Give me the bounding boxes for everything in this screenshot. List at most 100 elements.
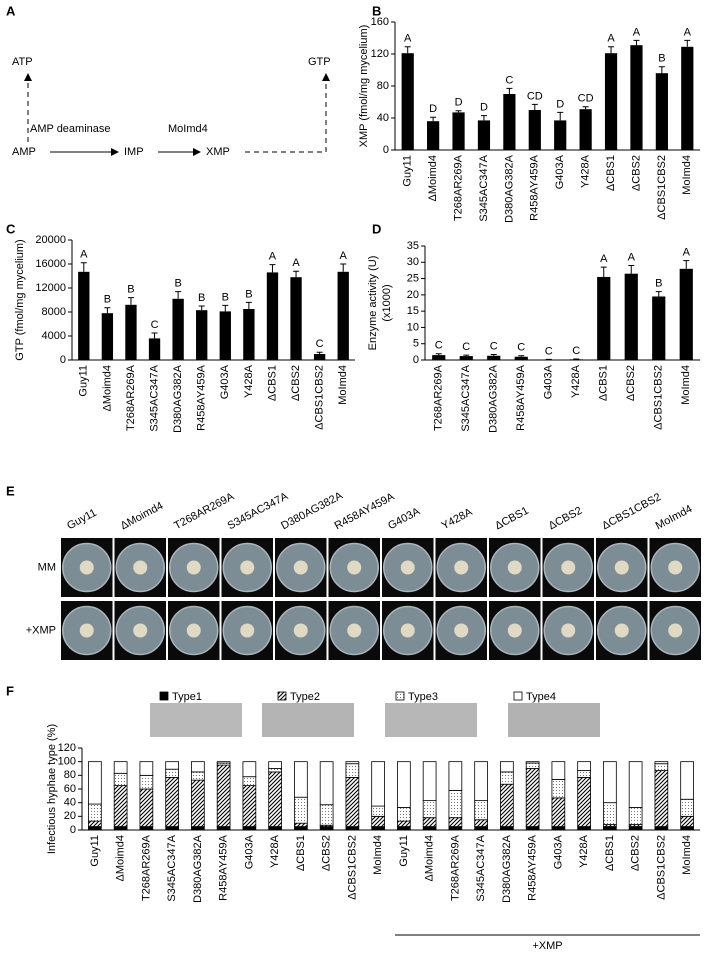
error-bar [104,307,111,314]
error-bar [151,332,158,339]
legend-label: Type2 [290,691,320,703]
error-bar [463,354,470,357]
x-tick-label: T268AR269A [452,154,464,221]
bar-segment [268,768,282,773]
y-tick-label: 0 [383,144,389,156]
bar-segment [448,817,463,827]
colony [240,623,255,638]
bar-segment [345,763,360,778]
bar-segment [268,761,282,769]
bar-segment [191,779,205,827]
colony [668,560,683,575]
bar-segment [319,826,334,831]
micrograph [262,703,354,737]
x-tick-label: MoImd4 [372,835,384,875]
error-bar [608,46,615,54]
x-tick-label: MoImd4 [337,365,349,405]
error-bar [582,106,589,110]
bar-segment [345,776,360,827]
bar-segment [191,761,205,773]
bar-segment [680,761,694,800]
legend-swatch [159,691,169,701]
significance-letter: D [429,103,437,115]
row-label: MM [38,561,56,573]
x-tick-label: ΔCBS1 [266,365,278,401]
legend-label: Type4 [526,691,556,703]
bar [219,311,231,360]
colony [293,560,308,575]
bar-segment [474,761,488,802]
significance-letter: C [435,340,443,352]
bar-segment [500,771,514,785]
significance-letter: B [222,291,229,303]
significance-letter: CD [578,93,594,105]
x-tick-label: Y428A [580,154,592,188]
significance-letter: C [151,319,159,331]
node: GTP [308,56,331,68]
x-tick-label: MoImd4 [681,835,693,875]
bar-segment [628,807,643,825]
bar-segment [113,785,128,827]
bar [243,309,255,360]
significance-letter: A [628,251,636,263]
colony [400,623,415,638]
bar-segment [319,761,334,806]
significance-letter: A [292,257,300,269]
bar-segment [371,826,385,831]
arrow [245,73,330,153]
group-label: +XMP [532,940,562,952]
x-tick-label: ΔCBS1CBS2 [656,155,668,220]
error-bar [490,353,497,356]
bar-segment [551,761,566,780]
bar-segment [242,785,257,827]
bar-segment [294,822,308,827]
colony [347,560,362,575]
y-tick-label: 0 [413,354,419,366]
significance-letter: C [572,345,580,357]
bar-segment [525,761,540,764]
x-tick-label: ΔCBS1CBS2 [655,835,667,900]
diagram: A ATP GTP AMP IMP XMP AMP deaminase MoIm… [6,3,331,157]
bar-segment [551,779,566,799]
bar-segment [680,815,694,827]
bar-segment [345,761,360,765]
bar-segment [242,776,257,786]
bar-segment [268,771,282,827]
bar [652,296,666,360]
colony [347,623,362,638]
legend-label: Type3 [408,691,438,703]
x-tick-label: T268AR269A [125,364,137,431]
error-bar [245,301,252,309]
x-tick-label: G403A [543,364,555,399]
error-bar [340,263,347,272]
x-tick-label: D380AG382A [503,154,515,223]
error-bar [80,262,87,272]
bar-segment [191,826,205,831]
significance-letter: A [633,26,641,38]
significance-letter: A [683,247,691,259]
bar-segment [577,776,591,827]
error-bar [628,265,635,274]
bar-segment [628,826,643,831]
bar-segment [345,826,360,831]
error-bar [316,351,323,354]
bar-segment [294,796,308,824]
bar-segment [294,826,308,831]
legend-swatch [513,691,523,701]
significance-letter: C [545,345,553,357]
bar [503,94,516,150]
x-tick-label: ΔCBS1CBS2 [346,835,358,900]
bar-segment [551,797,566,827]
error-bar [293,270,300,278]
bar-segment [139,788,154,827]
column-label: Y428A [440,506,475,532]
colony [614,560,629,575]
bar-segment [654,763,669,771]
bar-segment [577,826,591,831]
bar-segment [268,826,282,831]
bar-segment [139,774,154,790]
significance-letter: CD [527,90,543,102]
bar [148,338,161,360]
bar [679,268,693,360]
